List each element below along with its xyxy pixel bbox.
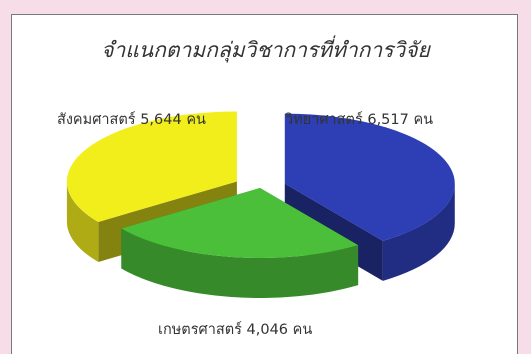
pie-slice-2 xyxy=(66,111,237,222)
pie-slice-0 xyxy=(284,113,455,241)
pie-slice-1 xyxy=(121,188,359,258)
slice-label-science: วิทยาศาสตร์ 6,517 คน xyxy=(285,112,434,128)
pie-tops xyxy=(66,111,455,258)
slice-label-social-science: สังคมศาสตร์ 5,644 คน xyxy=(57,112,206,128)
chart-title: จำแนกตามกลุ่มวิชาการที่ทำการวิจัย xyxy=(101,38,430,62)
pie-slice-side-0-0 xyxy=(382,183,455,281)
slice-label-agriculture: เกษตรศาสตร์ 4,046 คน xyxy=(158,322,313,338)
pie-slice-side-1-0 xyxy=(121,228,359,298)
pie-slice-side-2-0 xyxy=(66,181,99,262)
